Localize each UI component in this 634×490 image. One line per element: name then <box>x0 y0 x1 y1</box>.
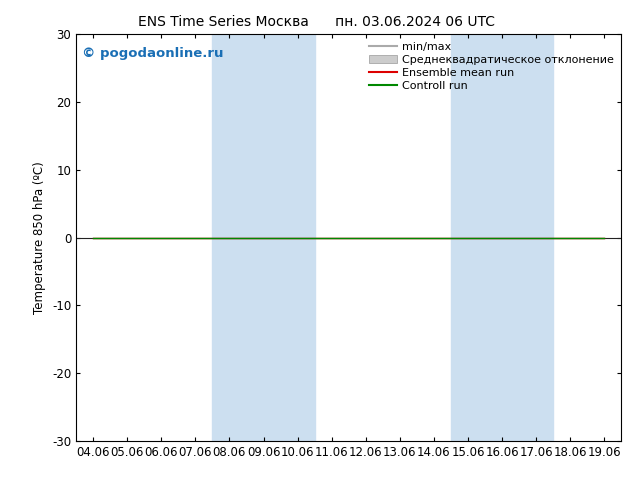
Legend: min/max, Среднеквадратическое отклонение, Ensemble mean run, Controll run: min/max, Среднеквадратическое отклонение… <box>367 40 616 93</box>
Text: ENS Time Series Москва      пн. 03.06.2024 06 UTC: ENS Time Series Москва пн. 03.06.2024 06… <box>138 15 496 29</box>
Y-axis label: Temperature 850 hPa (ºC): Temperature 850 hPa (ºC) <box>34 161 46 314</box>
Text: © pogodaonline.ru: © pogodaonline.ru <box>82 47 223 59</box>
Bar <box>212 34 314 441</box>
Bar <box>451 34 553 441</box>
